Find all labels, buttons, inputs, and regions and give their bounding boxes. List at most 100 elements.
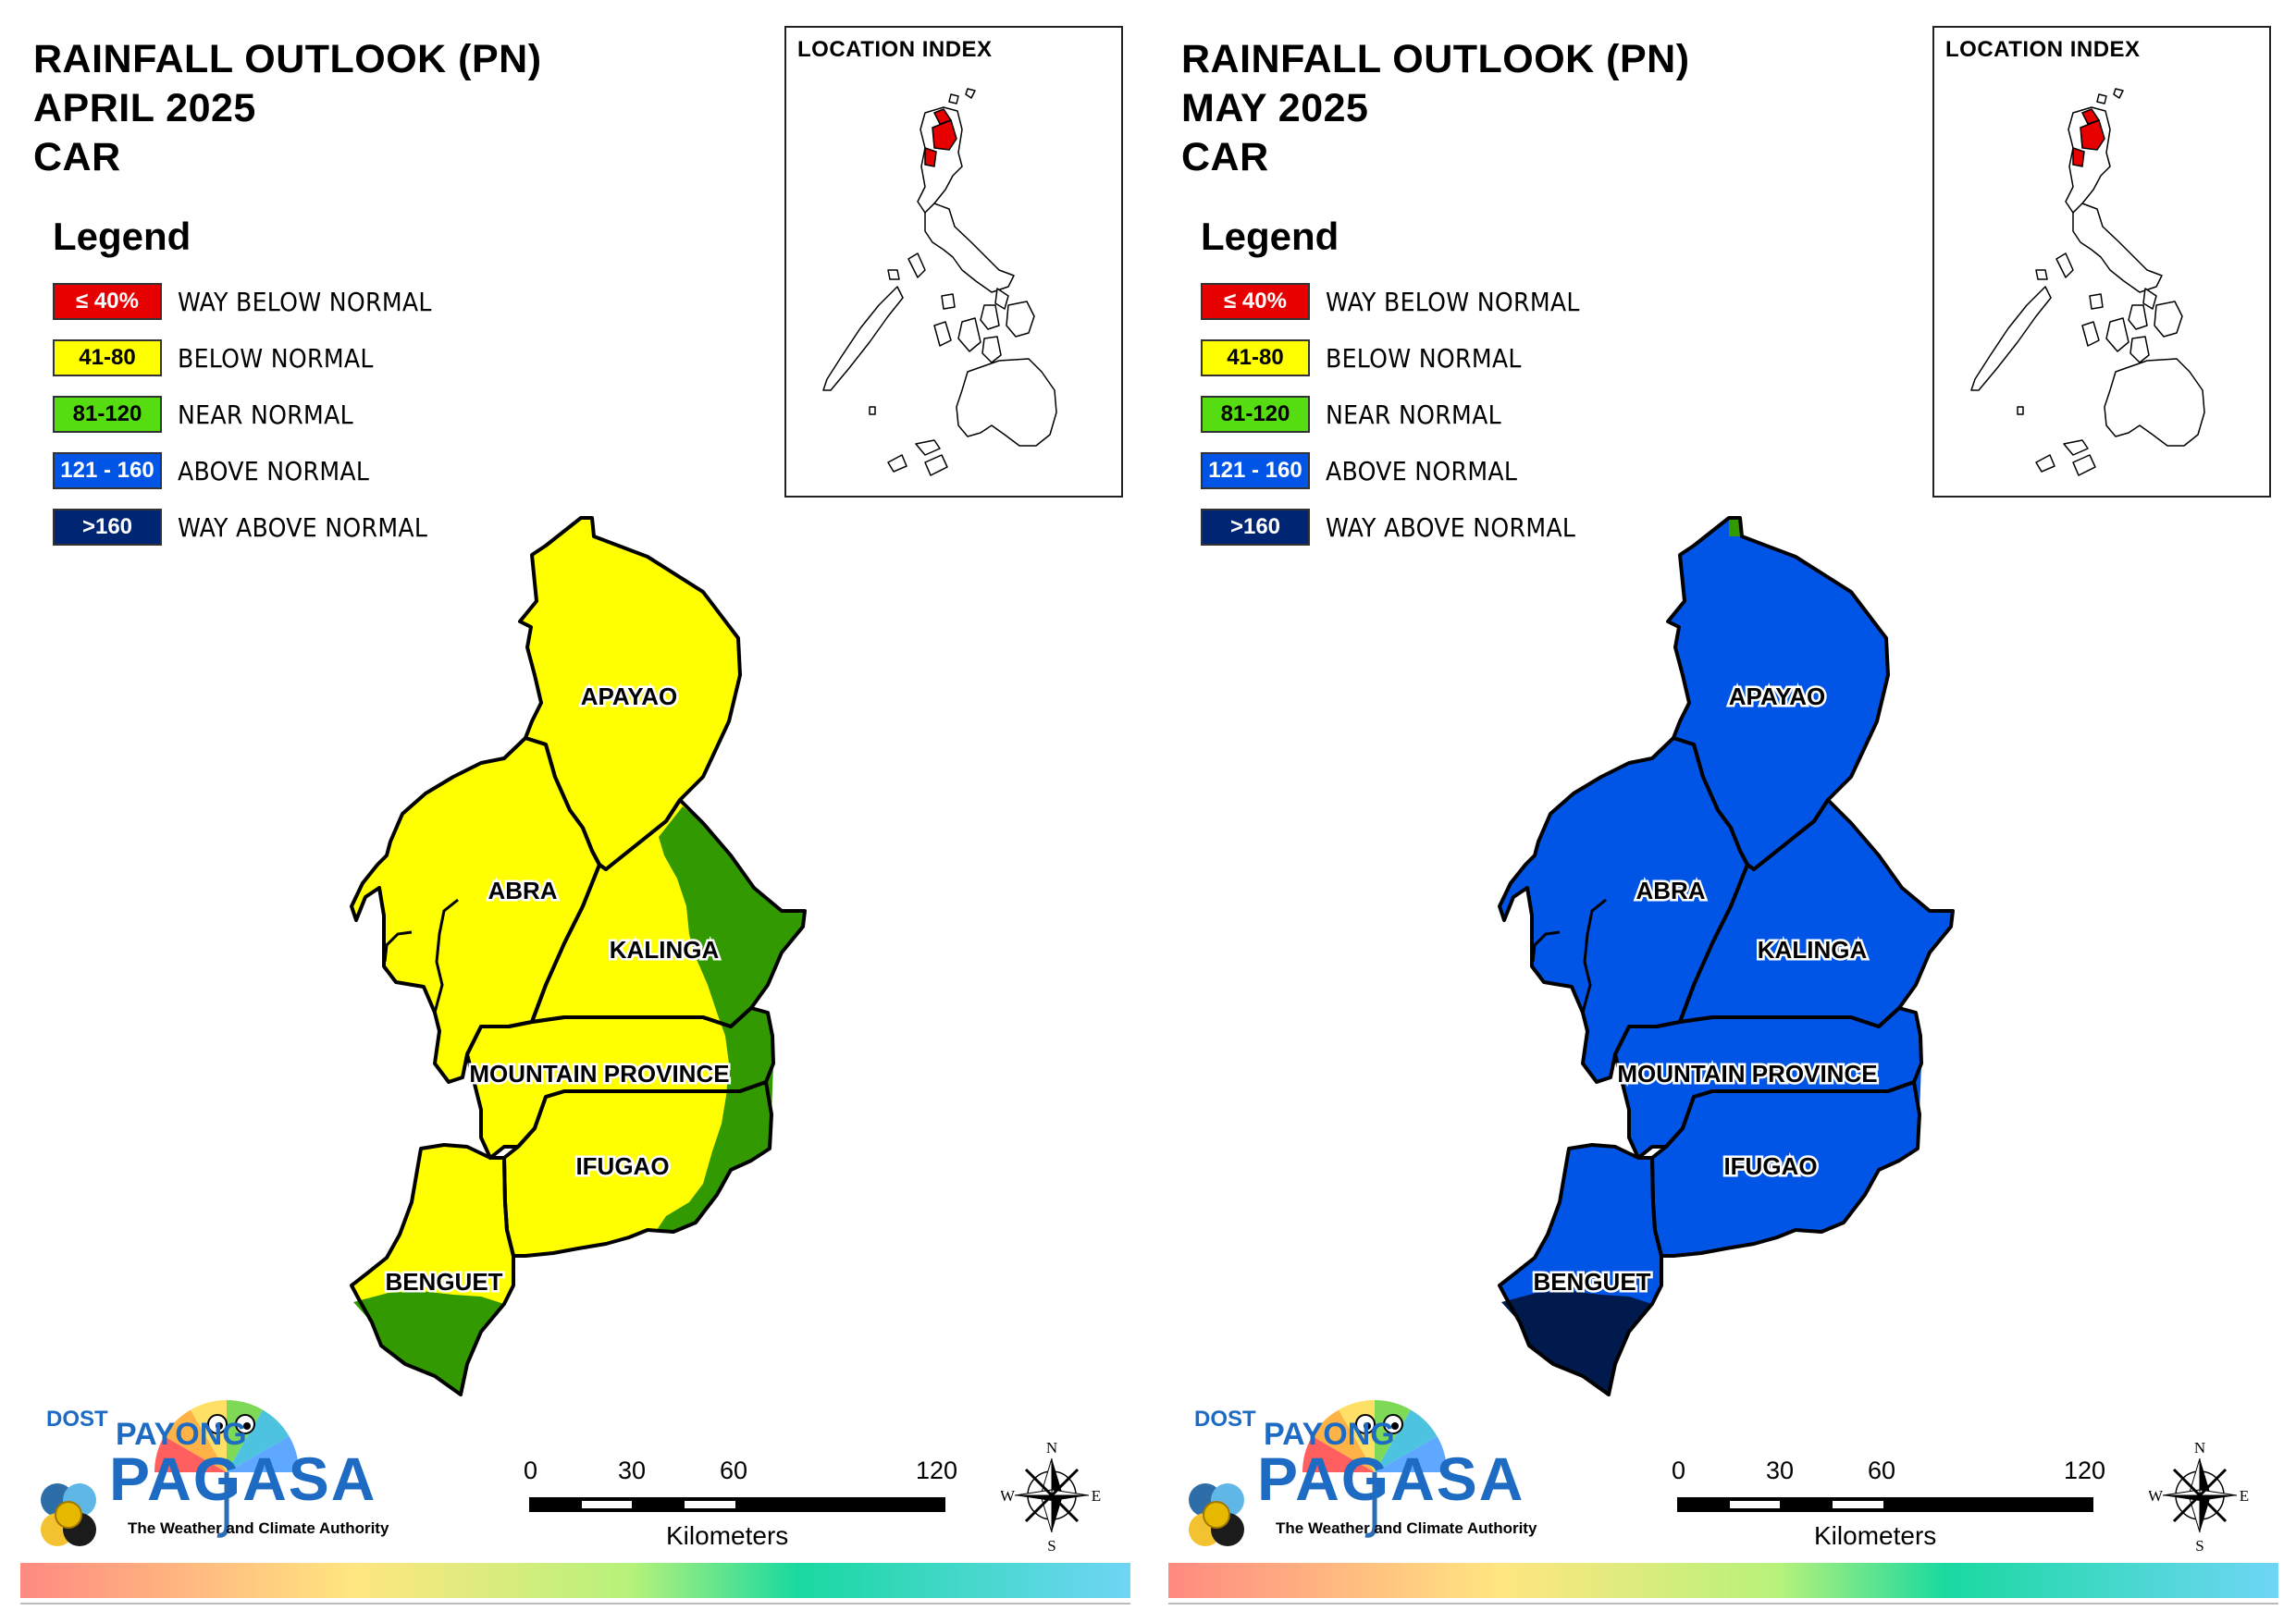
- scale-bar-graphic: [529, 1497, 945, 1512]
- legend-label: NEAR NORMAL: [178, 400, 353, 430]
- scale-tick-30: 30: [1766, 1457, 1795, 1484]
- legend-swatch: >160: [1201, 509, 1310, 546]
- legend-label: ABOVE NORMAL: [1326, 456, 1518, 486]
- province-apayao: [520, 518, 740, 869]
- legend-label: BELOW NORMAL: [178, 343, 374, 374]
- bottom-divider: [1168, 1603, 2278, 1605]
- svg-text:S: S: [2195, 1537, 2203, 1554]
- scale-bar-graphic: [1677, 1497, 2093, 1512]
- svg-text:N: N: [2194, 1439, 2205, 1457]
- legend-label: WAY BELOW NORMAL: [178, 287, 432, 317]
- scale-tick-0: 0: [1672, 1457, 1686, 1484]
- legend-label: WAY BELOW NORMAL: [1326, 287, 1580, 317]
- title-line-3: CAR: [33, 135, 121, 179]
- svg-text:E: E: [2240, 1487, 2249, 1505]
- label-benguet: BENGUET: [1533, 1268, 1650, 1296]
- svg-text:S: S: [1047, 1537, 1055, 1554]
- east-outlook-zone: [657, 806, 805, 1232]
- philippines-inset-map: [1970, 88, 2205, 476]
- scale-unit: Kilometers: [666, 1521, 789, 1550]
- benguet-south-outlook-zone: [1501, 1291, 1652, 1395]
- legend-title: Legend: [53, 215, 191, 258]
- svg-text:N: N: [1046, 1439, 1057, 1457]
- province-ifugao: [1652, 1082, 1920, 1256]
- legend-title: Legend: [1201, 215, 1339, 258]
- panel-title: RAINFALL OUTLOOK (PN) APRIL 2025 CAR: [33, 35, 542, 182]
- svg-text:PAYONG: PAYONG: [1264, 1417, 1395, 1452]
- scale-tick-60: 60: [1868, 1457, 1896, 1484]
- scale-tick-60: 60: [720, 1457, 748, 1484]
- outlook-panel-may: RAINFALL OUTLOOK (PN) MAY 2025 CAR Legen…: [1148, 0, 2296, 1623]
- compass-rose-icon: N S E W: [1001, 1439, 1101, 1554]
- label-kalinga: KALINGA: [1758, 936, 1868, 964]
- scale-bar: 0 30 60 120 Kilometers: [1657, 1457, 2119, 1558]
- location-index-inset: LOCATION INDEX: [784, 26, 1123, 498]
- legend-swatch: 121 - 160: [53, 452, 162, 489]
- color-gradient-strip: [20, 1563, 1130, 1598]
- legend-swatch: 41-80: [53, 339, 162, 376]
- scale-bar: 0 30 60 120 Kilometers: [509, 1457, 971, 1558]
- legend-swatch: ≤ 40%: [1201, 283, 1310, 320]
- legend-label: ABOVE NORMAL: [178, 456, 370, 486]
- svg-text:The Weather and Climate Author: The Weather and Climate Authority: [1276, 1519, 1537, 1537]
- province-mountain-province: [467, 1008, 773, 1158]
- title-line-2: APRIL 2025: [33, 86, 256, 130]
- svg-text:W: W: [2149, 1487, 2164, 1505]
- scale-tick-30: 30: [618, 1457, 647, 1484]
- legend-swatch: 81-120: [53, 396, 162, 433]
- car-province-map: APAYAO ABRA KALINGA MOUNTAIN PROVINCE IF…: [1498, 516, 1955, 1396]
- inset-title: LOCATION INDEX: [1945, 37, 2141, 62]
- legend-label: WAY ABOVE NORMAL: [178, 512, 428, 543]
- legend-swatch: 81-120: [1201, 396, 1310, 433]
- bottom-divider: [20, 1603, 1130, 1605]
- title-line-2: MAY 2025: [1181, 86, 1369, 130]
- compass-rose-icon: N S E W: [2149, 1439, 2249, 1554]
- philippines-inset-map: [822, 88, 1057, 476]
- title-line-1: RAINFALL OUTLOOK (PN): [33, 37, 542, 81]
- svg-text:The Weather and Climate Author: The Weather and Climate Authority: [128, 1519, 389, 1537]
- legend-label: BELOW NORMAL: [1326, 343, 1522, 374]
- legend-swatch: 41-80: [1201, 339, 1310, 376]
- label-apayao: APAYAO: [1729, 682, 1826, 710]
- scale-tick-120: 120: [916, 1457, 958, 1484]
- legend-label: NEAR NORMAL: [1326, 400, 1501, 430]
- label-apayao: APAYAO: [581, 682, 678, 710]
- legend-swatch: ≤ 40%: [53, 283, 162, 320]
- svg-text:DOST: DOST: [1194, 1407, 1256, 1432]
- province-abra: [352, 738, 599, 1082]
- province-apayao: [1668, 518, 1888, 869]
- title-line-1: RAINFALL OUTLOOK (PN): [1181, 37, 1690, 81]
- color-gradient-strip: [1168, 1563, 2278, 1598]
- label-ifugao: IFUGAO: [575, 1152, 669, 1180]
- label-mountain-province: MOUNTAIN PROVINCE: [469, 1060, 729, 1088]
- scale-tick-120: 120: [2064, 1457, 2106, 1484]
- label-ifugao: IFUGAO: [1723, 1152, 1817, 1180]
- svg-text:PAYONG: PAYONG: [116, 1417, 247, 1452]
- legend-swatch: >160: [53, 509, 162, 546]
- province-ifugao: [504, 1082, 772, 1256]
- outlook-panel-april: RAINFALL OUTLOOK (PN) APRIL 2025 CAR Leg…: [20, 26, 1130, 1605]
- legend-label: WAY ABOVE NORMAL: [1326, 512, 1576, 543]
- province-mountain-province: [1615, 1008, 1921, 1158]
- province-abra: [1500, 738, 1747, 1082]
- benguet-south-outlook-zone: [353, 1291, 504, 1395]
- location-index-inset: LOCATION INDEX: [1932, 26, 2271, 498]
- title-line-3: CAR: [1181, 135, 1269, 179]
- svg-text:DOST: DOST: [46, 1407, 108, 1432]
- svg-text:PAGASA: PAGASA: [1257, 1445, 1524, 1513]
- scale-tick-0: 0: [524, 1457, 538, 1484]
- panel-title: RAINFALL OUTLOOK (PN) MAY 2025 CAR: [1181, 35, 1690, 182]
- svg-text:E: E: [1092, 1487, 1101, 1505]
- label-abra: ABRA: [1636, 877, 1705, 904]
- svg-text:W: W: [1001, 1487, 1016, 1505]
- label-mountain-province: MOUNTAIN PROVINCE: [1617, 1060, 1877, 1088]
- label-kalinga: KALINGA: [610, 936, 720, 964]
- label-abra: ABRA: [488, 877, 557, 904]
- east-outlook-zone: [1805, 806, 1953, 1232]
- inset-title: LOCATION INDEX: [797, 37, 993, 62]
- legend-swatch: 121 - 160: [1201, 452, 1310, 489]
- label-benguet: BENGUET: [385, 1268, 502, 1296]
- scale-unit: Kilometers: [1814, 1521, 1937, 1550]
